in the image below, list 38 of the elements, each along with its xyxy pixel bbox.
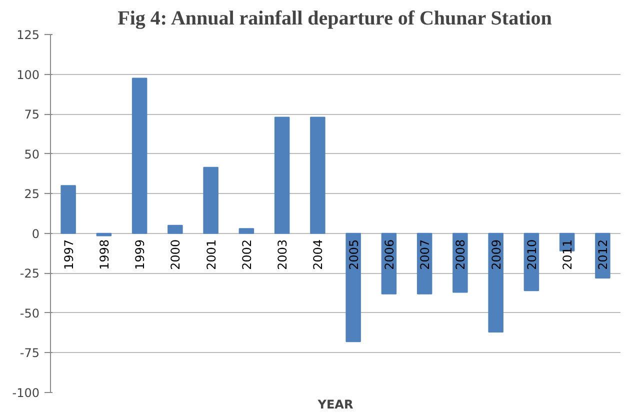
y-tick-label: -25: [20, 266, 40, 281]
bar: [238, 228, 254, 234]
bar: [346, 232, 361, 342]
bar: [274, 116, 290, 234]
x-tick-label: 2005: [346, 239, 361, 270]
x-tick-label: 2006: [382, 239, 396, 270]
x-tick-label: 2007: [418, 239, 432, 270]
x-tick-label: 2003: [276, 239, 290, 270]
y-tick-label: -100: [12, 386, 40, 400]
x-tick-label: 1998: [97, 239, 112, 270]
bar: [310, 116, 326, 234]
x-tick-label: 2004: [311, 239, 326, 270]
x-tick-label: 2001: [204, 239, 218, 270]
x-tick-label: 2008: [454, 239, 468, 270]
x-tick-label: 1997: [62, 239, 76, 270]
x-axis-title: YEAR: [316, 398, 354, 412]
chart-title: Fig 4: Annual rainfall departure of Chunar Station: [118, 8, 552, 30]
x-tick-label: 2012: [596, 239, 610, 270]
bar: [60, 185, 76, 234]
x-tick-label: 2002: [240, 239, 254, 270]
x-tick-label: 2009: [489, 239, 504, 270]
bar: [203, 166, 218, 234]
x-tick-label: 2011: [560, 239, 575, 270]
x-tick-label: 1999: [133, 239, 148, 270]
y-tick-label: 75: [24, 108, 40, 122]
bar: [488, 232, 504, 333]
bar: [132, 78, 148, 234]
y-tick-label: 125: [16, 28, 40, 42]
bar: [168, 224, 183, 234]
bar: [96, 232, 112, 236]
y-tick-label: 50: [24, 147, 40, 162]
y-tick-label: -75: [20, 346, 40, 360]
y-tick-label: 25: [24, 187, 40, 202]
x-tick-label: 2000: [168, 239, 183, 270]
y-tick-label: 100: [16, 68, 40, 82]
y-tick-label: 0: [32, 226, 40, 241]
y-tick-label: -50: [20, 306, 40, 320]
x-tick-label: 2010: [524, 239, 539, 270]
